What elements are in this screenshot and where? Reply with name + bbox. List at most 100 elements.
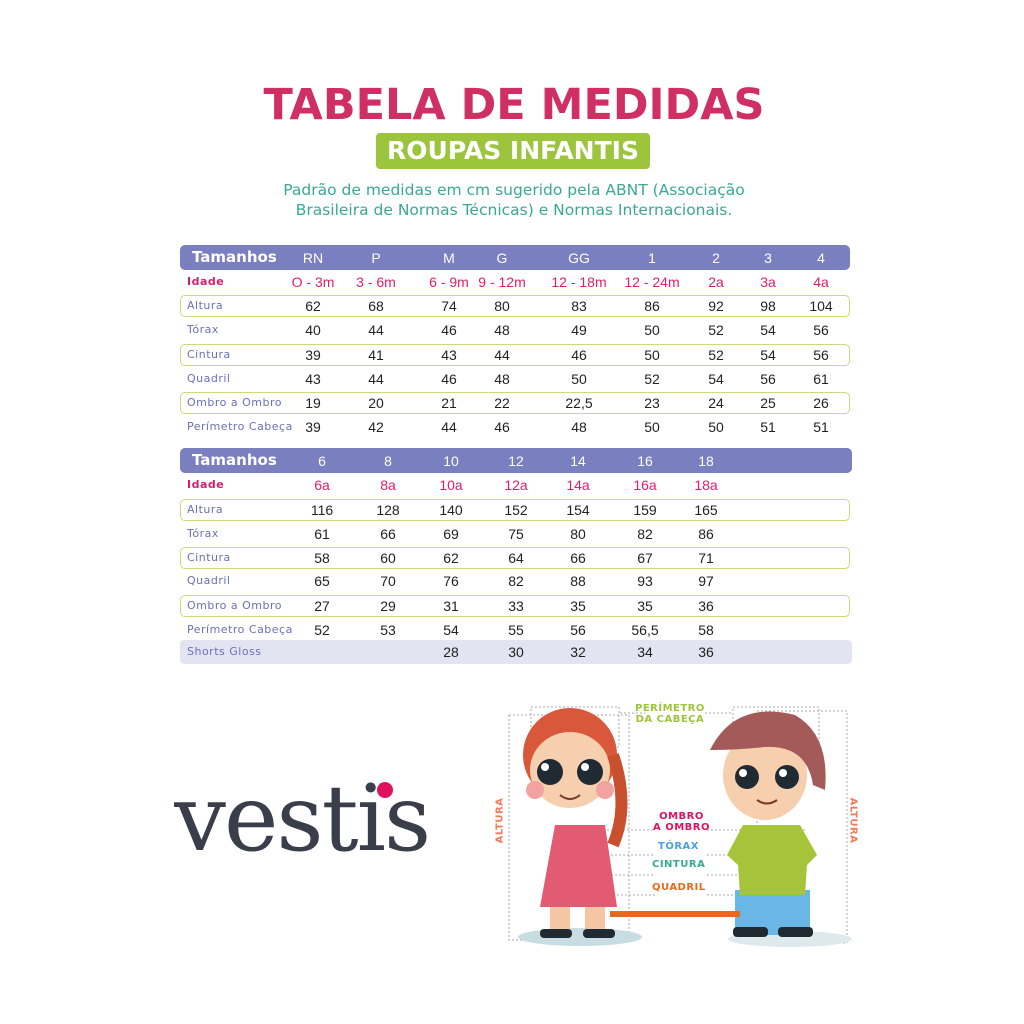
table-cell: 50 — [644, 419, 660, 435]
table-cell: 32 — [570, 644, 586, 660]
table-cell: 58 — [698, 622, 714, 638]
table-cell: 50 — [644, 322, 660, 338]
size-header: RN — [302, 250, 324, 266]
table-cell: 140 — [439, 502, 463, 518]
table-cell: 24 — [708, 395, 724, 411]
table-cell: 22 — [494, 395, 510, 411]
children-illustration — [508, 706, 852, 947]
table-cell: 43 — [305, 371, 321, 387]
row-label: Idade — [187, 478, 225, 491]
size-header: 8 — [384, 453, 392, 469]
table-cell: 82 — [508, 573, 524, 589]
size-header: 12 — [508, 453, 524, 469]
label-shoulder: OMBRO A OMBRO — [653, 811, 710, 833]
table-cell: 33 — [508, 598, 524, 614]
table-cell: 154 — [566, 502, 590, 518]
table-cell: 80 — [570, 526, 586, 542]
vestis-logo: vestis — [173, 765, 454, 890]
table-cell: 43 — [441, 347, 457, 363]
age-cell: 16a — [633, 477, 657, 493]
row-label: Perímetro Cabeça — [187, 623, 293, 636]
age-cell: 9 - 12m — [478, 274, 526, 290]
table-cell: 66 — [570, 550, 586, 566]
table-cell: 58 — [314, 550, 330, 566]
table-cell: 104 — [809, 298, 833, 314]
age-cell: O - 3m — [291, 274, 335, 290]
table-cell: 36 — [698, 644, 714, 660]
size-header: 1 — [648, 250, 656, 266]
table-cell: 46 — [571, 347, 587, 363]
size-header: 16 — [637, 453, 653, 469]
label-shoulder-line1: OMBRO — [659, 811, 704, 822]
size-header: 3 — [764, 250, 772, 266]
table-cell: 51 — [813, 419, 829, 435]
age-cell: 14a — [566, 477, 590, 493]
table-cell: 62 — [443, 550, 459, 566]
table-cell: 19 — [305, 395, 321, 411]
row-label: Tórax — [187, 527, 219, 540]
table-cell: 64 — [508, 550, 524, 566]
table-cell: 34 — [637, 644, 653, 660]
table-cell: 56,5 — [631, 622, 659, 638]
page-title: TABELA DE MEDIDAS — [263, 80, 765, 130]
table-cell: 116 — [310, 502, 334, 518]
table-cell: 53 — [380, 622, 396, 638]
table-cell: 51 — [760, 419, 776, 435]
table-cell: 165 — [694, 502, 718, 518]
header-label: Tamanhos — [192, 248, 277, 266]
table-cell: 76 — [443, 573, 459, 589]
table-cell: 40 — [305, 322, 321, 338]
table-cell: 54 — [708, 371, 724, 387]
label-height-right: ALTURA — [847, 797, 859, 844]
size-header: GG — [568, 250, 590, 266]
table-header — [180, 245, 850, 270]
table-cell: 50 — [708, 419, 724, 435]
table-cell: 22,5 — [565, 395, 593, 411]
table-cell: 71 — [698, 550, 714, 566]
row-label: Altura — [187, 503, 224, 516]
age-cell: 4a — [813, 274, 829, 290]
table-cell: 98 — [760, 298, 776, 314]
table-cell: 62 — [305, 298, 321, 314]
table-cell: 74 — [441, 298, 457, 314]
table-cell: 60 — [380, 550, 396, 566]
table-cell: 54 — [443, 622, 459, 638]
table-cell: 48 — [494, 322, 510, 338]
svg-text:vestis: vestis — [174, 768, 429, 868]
size-header: G — [496, 250, 508, 266]
table-cell: 152 — [504, 502, 528, 518]
measurement-illustration: PERÍMETRO DA CABEÇA OMBRO A OMBRO TÓRAX CI… — [494, 695, 860, 950]
table-cell: 92 — [708, 298, 724, 314]
table-cell: 56 — [813, 322, 829, 338]
row-shaded — [180, 640, 852, 664]
table-cell: 128 — [376, 502, 400, 518]
row-label: Quadril — [187, 372, 231, 385]
table-cell: 46 — [494, 419, 510, 435]
table-cell: 93 — [637, 573, 653, 589]
table-cell: 159 — [633, 502, 657, 518]
label-chest: TÓRAX — [658, 841, 699, 852]
table-cell: 52 — [708, 322, 724, 338]
subtitle-badge: ROUPAS INFANTIS — [376, 133, 650, 169]
table-cell: 80 — [494, 298, 510, 314]
age-cell: 12a — [504, 477, 528, 493]
table-cell: 46 — [441, 371, 457, 387]
row-highlight — [180, 499, 850, 521]
row-highlight — [180, 547, 850, 569]
table-cell: 41 — [368, 347, 384, 363]
row-label: Ombro a Ombro — [187, 599, 282, 612]
age-cell: 2a — [708, 274, 724, 290]
table-cell: 35 — [637, 598, 653, 614]
row-label: Idade — [187, 275, 225, 288]
table-cell: 65 — [314, 573, 330, 589]
age-cell: 6 - 9m — [429, 274, 469, 290]
age-cell: 12 - 24m — [624, 274, 680, 290]
table-cell: 25 — [760, 395, 776, 411]
table-cell: 61 — [314, 526, 330, 542]
row-label: Quadril — [187, 574, 231, 587]
table-cell: 67 — [637, 550, 653, 566]
table-cell: 52 — [314, 622, 330, 638]
table-cell: 21 — [441, 395, 457, 411]
table-cell: 68 — [368, 298, 384, 314]
table-cell: 56 — [813, 347, 829, 363]
